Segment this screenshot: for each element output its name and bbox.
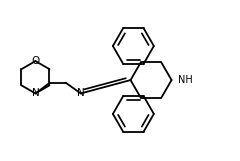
Text: N: N <box>77 88 85 98</box>
Text: NH: NH <box>178 75 192 85</box>
Text: N: N <box>32 88 39 98</box>
Text: O: O <box>31 56 40 66</box>
